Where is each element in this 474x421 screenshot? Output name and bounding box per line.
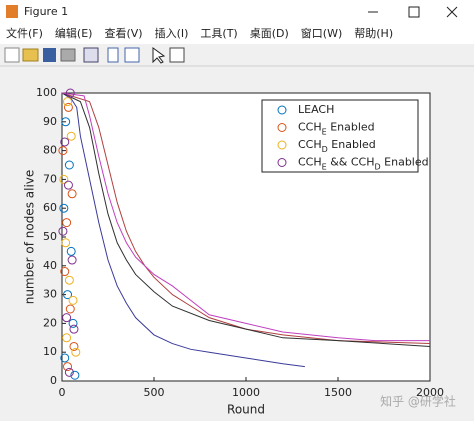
- series-marker: [62, 313, 72, 323]
- close-button[interactable]: [446, 6, 458, 18]
- legend-icon[interactable]: [124, 47, 140, 63]
- series-marker: [66, 131, 76, 141]
- series-marker: [63, 102, 73, 112]
- link-icon[interactable]: [83, 47, 99, 63]
- series-marker: [62, 333, 72, 343]
- series-marker: [65, 88, 75, 98]
- series-marker: [67, 255, 77, 265]
- pointer-icon[interactable]: [152, 47, 166, 64]
- series-marker: [66, 246, 76, 256]
- print-icon[interactable]: [60, 48, 76, 62]
- menu-item[interactable]: 窗口(W): [301, 26, 342, 40]
- app-icon: [6, 5, 18, 18]
- save-icon[interactable]: [43, 48, 56, 62]
- y-tick-label: 0: [50, 374, 57, 387]
- toolbar: [4, 47, 185, 64]
- series-marker: [60, 353, 70, 363]
- series-marker: [59, 174, 69, 184]
- y-tick-label: 60: [43, 201, 57, 214]
- x-tick-label: 0: [59, 386, 66, 399]
- open-icon[interactable]: [22, 48, 39, 62]
- series-marker: [62, 218, 72, 228]
- x-tick-label: 2000: [416, 386, 444, 399]
- y-axis-label: number of nodes alive: [23, 170, 37, 305]
- colorbar-icon[interactable]: [107, 47, 119, 63]
- window-title: Figure 1: [24, 5, 68, 18]
- series-marker: [59, 203, 69, 213]
- x-tick-label: 1000: [232, 386, 260, 399]
- y-tick-label: 90: [43, 115, 57, 128]
- new-icon[interactable]: [4, 47, 20, 63]
- menu-item[interactable]: 编辑(E): [55, 26, 93, 40]
- menu-item[interactable]: 查看(V): [104, 26, 142, 40]
- menu-item[interactable]: 帮助(H): [354, 26, 393, 40]
- legend-label: CCHE Enabled: [298, 121, 375, 137]
- series-marker: [60, 137, 70, 147]
- series-marker: [61, 117, 71, 127]
- menu-item[interactable]: 文件(F): [6, 26, 43, 40]
- series-line: [61, 92, 305, 368]
- series-marker: [63, 290, 73, 300]
- x-axis-label: Round: [227, 403, 265, 417]
- legend-box: [261, 99, 419, 173]
- series-marker: [58, 226, 68, 236]
- series-marker: [63, 362, 73, 372]
- legend-marker: [277, 140, 287, 150]
- maximize-button[interactable]: [408, 6, 420, 18]
- series-marker: [64, 367, 74, 377]
- menu-item[interactable]: 工具(T): [200, 27, 237, 40]
- legend-marker: [277, 158, 287, 167]
- series-marker: [64, 275, 74, 285]
- menu: 文件(F) 编辑(E) 查看(V) 插入(I) 工具(T) 桌面(D) 窗口(W) 帮助(H): [6, 26, 393, 40]
- x-tick-label: 500: [144, 386, 165, 399]
- y-tick-label: 10: [43, 345, 57, 358]
- series-line: [61, 92, 430, 342]
- legend-marker: [277, 105, 287, 115]
- legend-marker: [277, 123, 287, 132]
- series-marker: [63, 180, 73, 190]
- y-tick-label: 40: [43, 259, 57, 272]
- y-tick-label: 80: [43, 144, 57, 157]
- y-tick-label: 30: [43, 288, 57, 301]
- series-marker: [70, 370, 80, 380]
- y-tick-label: 70: [43, 172, 57, 185]
- x-tick-label: 1500: [324, 386, 352, 399]
- series-marker: [68, 318, 78, 328]
- legend-label: CCHE && CCHD Enabled: [298, 156, 429, 172]
- y-tick-label: 20: [43, 316, 57, 329]
- series-marker: [69, 324, 79, 334]
- series-line: [61, 92, 431, 345]
- menu-item[interactable]: 插入(I): [155, 26, 189, 40]
- series-line: [61, 92, 431, 347]
- watermark: 知乎 @研学社: [380, 394, 456, 409]
- series-marker: [69, 341, 79, 351]
- series-marker: [68, 295, 78, 305]
- series-marker: [67, 189, 77, 199]
- y-tick-label: 50: [43, 230, 57, 243]
- series-marker: [71, 347, 81, 357]
- menu-bar: [0, 24, 474, 44]
- menu-item[interactable]: 桌面(D): [250, 27, 289, 40]
- series-marker: [64, 160, 74, 170]
- series-marker: [65, 304, 75, 314]
- title-bar: [0, 0, 474, 24]
- series-marker: [61, 238, 71, 248]
- legend-label: CCHD Enabled: [298, 138, 376, 154]
- inspector-icon[interactable]: [169, 47, 185, 63]
- y-tick-label: 100: [36, 86, 57, 99]
- series-marker: [58, 146, 68, 156]
- series-marker: [60, 267, 70, 277]
- series-marker: [63, 97, 73, 107]
- legend-label: LEACH: [298, 103, 334, 116]
